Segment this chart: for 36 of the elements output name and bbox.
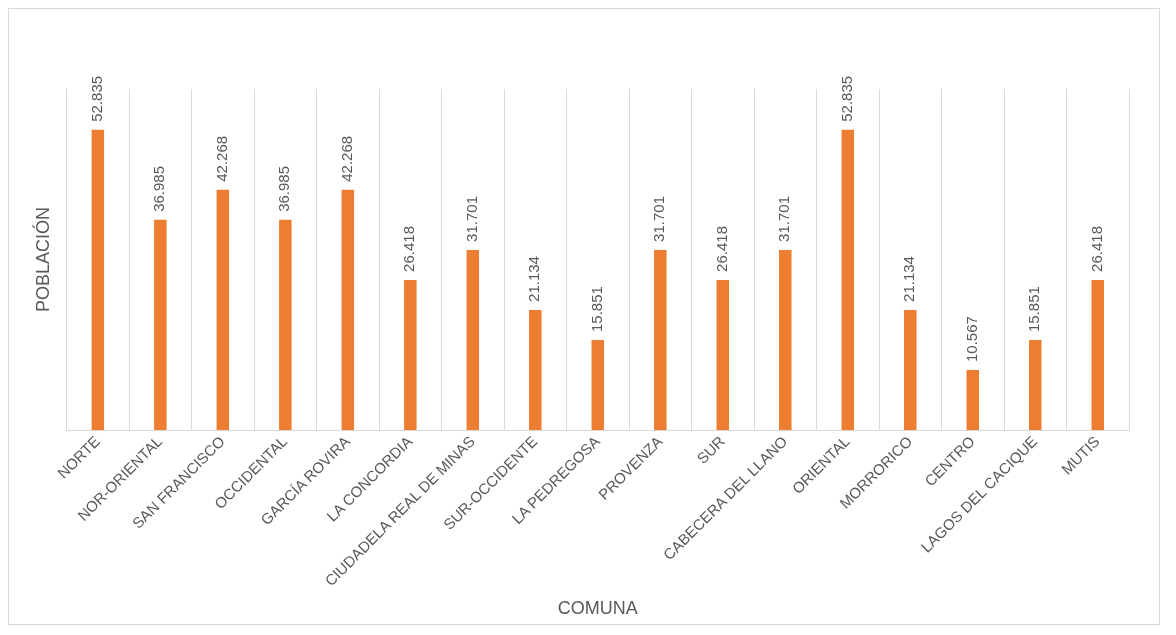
- data-label: 36.985: [150, 165, 168, 212]
- bar: [216, 189, 230, 431]
- data-label: 42.268: [212, 135, 230, 182]
- bar: [529, 309, 542, 431]
- bar: [716, 279, 730, 431]
- bar: [404, 279, 417, 431]
- bar: [591, 339, 605, 431]
- bar: [654, 249, 667, 431]
- data-label: 15.851: [1025, 286, 1043, 332]
- data-label: 21.134: [900, 256, 918, 302]
- data-label: 52.835: [837, 75, 855, 122]
- bar: [91, 129, 105, 431]
- bar: [1091, 279, 1104, 431]
- data-label: 26.418: [712, 226, 730, 272]
- data-label: 52.835: [87, 75, 105, 122]
- bar: [904, 309, 917, 431]
- data-label: 36.985: [275, 165, 293, 212]
- data-label: 10.567: [962, 316, 980, 363]
- bar: [779, 249, 792, 431]
- data-label: 31.701: [650, 195, 668, 242]
- y-axis-title: POBLACIÓN: [31, 207, 53, 313]
- data-label: 31.701: [462, 195, 480, 242]
- bar: [1029, 339, 1042, 431]
- bar: [341, 189, 355, 431]
- data-label: 31.701: [775, 195, 793, 242]
- data-label: 26.418: [1087, 226, 1105, 272]
- bar: [466, 249, 480, 431]
- data-label: 21.134: [525, 256, 543, 302]
- data-label: 15.851: [587, 286, 605, 332]
- bar: [841, 129, 855, 431]
- bar: [279, 219, 292, 431]
- x-axis-title: COMUNA: [557, 598, 638, 619]
- data-label: 42.268: [337, 135, 355, 182]
- data-label: 26.418: [400, 226, 418, 272]
- bar: [966, 370, 980, 431]
- bar: [154, 219, 167, 431]
